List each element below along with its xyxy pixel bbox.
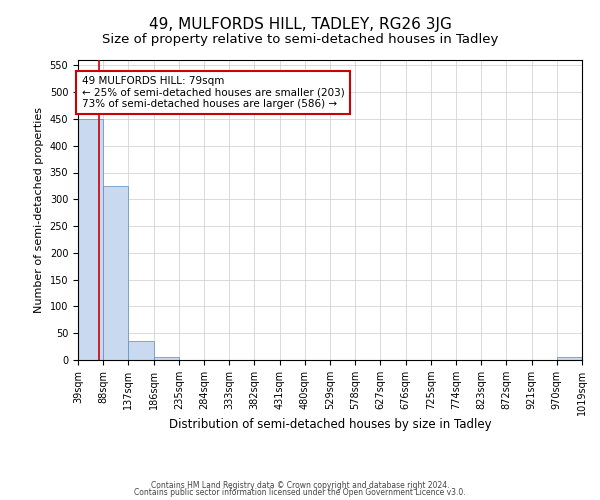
Text: Contains HM Land Registry data © Crown copyright and database right 2024.: Contains HM Land Registry data © Crown c… (151, 480, 449, 490)
Bar (128, 341, 154, 360)
Bar (557, 358, 582, 360)
Text: Size of property relative to semi-detached houses in Tadley: Size of property relative to semi-detach… (102, 32, 498, 46)
Y-axis label: Number of semi-detached properties: Number of semi-detached properties (34, 107, 44, 313)
Text: 49, MULFORDS HILL, TADLEY, RG26 3JG: 49, MULFORDS HILL, TADLEY, RG26 3JG (149, 18, 451, 32)
Bar (103, 186, 128, 360)
Text: Contains public sector information licensed under the Open Government Licence v3: Contains public sector information licen… (134, 488, 466, 497)
Text: 49 MULFORDS HILL: 79sqm
← 25% of semi-detached houses are smaller (203)
73% of s: 49 MULFORDS HILL: 79sqm ← 25% of semi-de… (82, 76, 344, 110)
Bar (154, 358, 179, 360)
X-axis label: Distribution of semi-detached houses by size in Tadley: Distribution of semi-detached houses by … (169, 418, 491, 430)
Bar (78, 119, 103, 360)
